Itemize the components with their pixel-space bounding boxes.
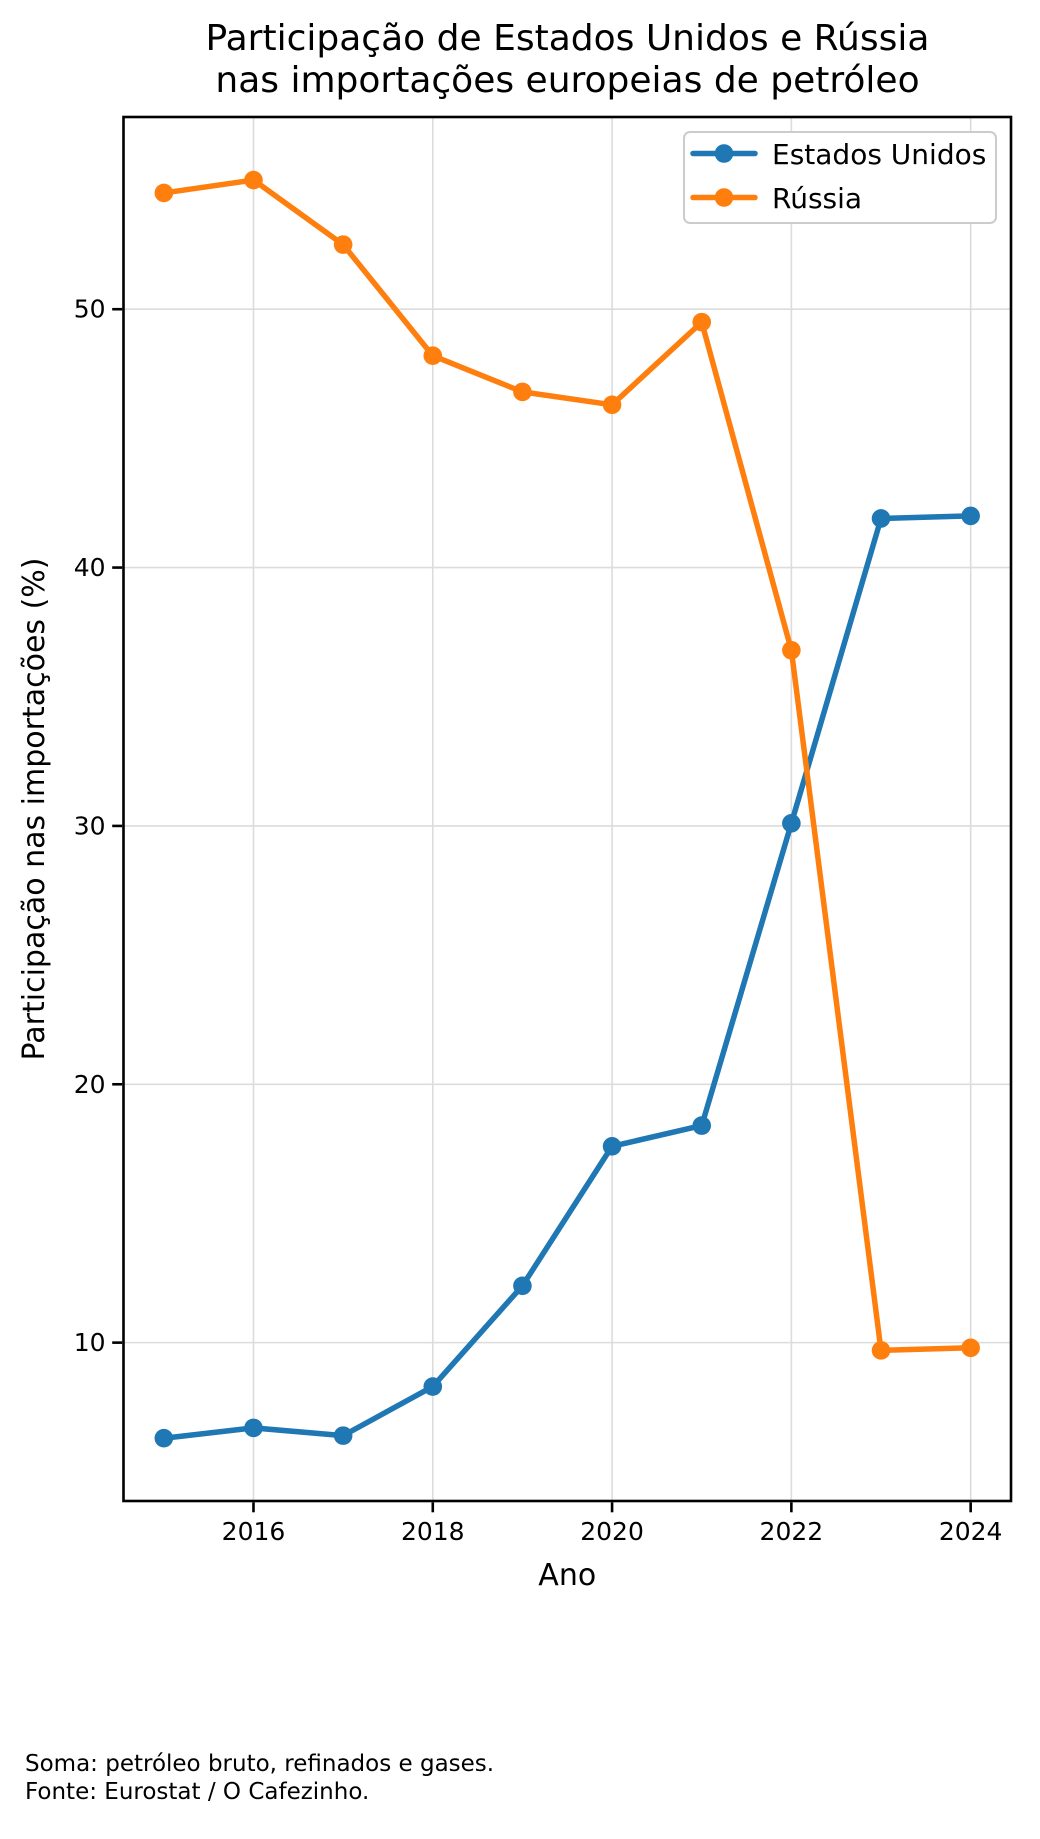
series-marker-russia xyxy=(871,1341,891,1360)
legend-marker-estados-unidos xyxy=(714,144,734,163)
series-marker-russia xyxy=(333,235,353,254)
chart-title-line2: nas importações europeias de petróleo xyxy=(215,60,920,101)
series-marker-russia xyxy=(782,640,801,660)
source-note-line1: Soma: petróleo bruto, refinados e gases. xyxy=(25,1751,495,1777)
plot-border xyxy=(122,115,1013,1503)
series-marker-estados-unidos xyxy=(244,1418,263,1438)
x-tick-label: 2022 xyxy=(760,1517,824,1546)
series-marker-estados-unidos xyxy=(871,509,891,528)
series-marker-russia xyxy=(961,1338,980,1358)
series-marker-russia xyxy=(423,346,443,366)
legend-box xyxy=(683,131,997,224)
y-tick-label: 30 xyxy=(74,811,106,840)
x-axis: 2016 2018 2020 2022 2024 xyxy=(222,1502,1003,1546)
x-tick-label: 2018 xyxy=(401,1517,465,1546)
series-marker-russia xyxy=(244,170,263,190)
series-estados-unidos xyxy=(154,506,980,1448)
series-marker-estados-unidos xyxy=(692,1116,712,1135)
x-tick-label: 2024 xyxy=(939,1517,1003,1546)
series-marker-estados-unidos xyxy=(423,1377,443,1396)
grid xyxy=(123,117,1011,1501)
x-tick-label: 2016 xyxy=(222,1517,286,1546)
series-russia xyxy=(154,170,980,1360)
y-axis-label: Participação nas importações (%) xyxy=(17,558,52,1061)
source-note: Soma: petróleo bruto, refinados e gases.… xyxy=(25,1750,494,1806)
series-line-estados-unidos xyxy=(161,513,974,1441)
y-tick-label: 20 xyxy=(74,1070,106,1099)
series-marker-russia xyxy=(692,312,712,332)
series-marker-russia xyxy=(154,183,174,203)
series-marker-estados-unidos xyxy=(513,1276,532,1296)
chart-title: Participação de Estados Unidos e Rússia … xyxy=(124,18,1011,102)
y-tick-label: 10 xyxy=(74,1328,106,1357)
series-marker-russia xyxy=(513,382,532,402)
legend-label-estados-unidos: Estados Unidos xyxy=(772,138,986,171)
series-marker-estados-unidos xyxy=(961,506,980,526)
x-axis-label: Ano xyxy=(538,1558,596,1593)
y-tick-label: 50 xyxy=(74,295,106,324)
series-marker-estados-unidos xyxy=(154,1428,174,1448)
y-axis: 10 20 30 40 50 xyxy=(74,295,123,1357)
series-marker-estados-unidos xyxy=(333,1426,353,1445)
series-marker-estados-unidos xyxy=(602,1136,622,1156)
y-tick-label: 40 xyxy=(74,553,106,582)
x-tick-label: 2020 xyxy=(580,1517,644,1546)
legend-marker-russia xyxy=(714,188,734,207)
legend-label-russia: Rússia xyxy=(772,182,862,215)
source-note-line2: Fonte: Eurostat / O Cafezinho. xyxy=(25,1779,370,1805)
series-marker-russia xyxy=(602,395,622,415)
series-line-russia xyxy=(161,177,974,1354)
series-marker-estados-unidos xyxy=(782,814,801,833)
chart-title-line1: Participação de Estados Unidos e Rússia xyxy=(205,18,930,59)
legend: Estados Unidos Rússia xyxy=(683,131,997,224)
